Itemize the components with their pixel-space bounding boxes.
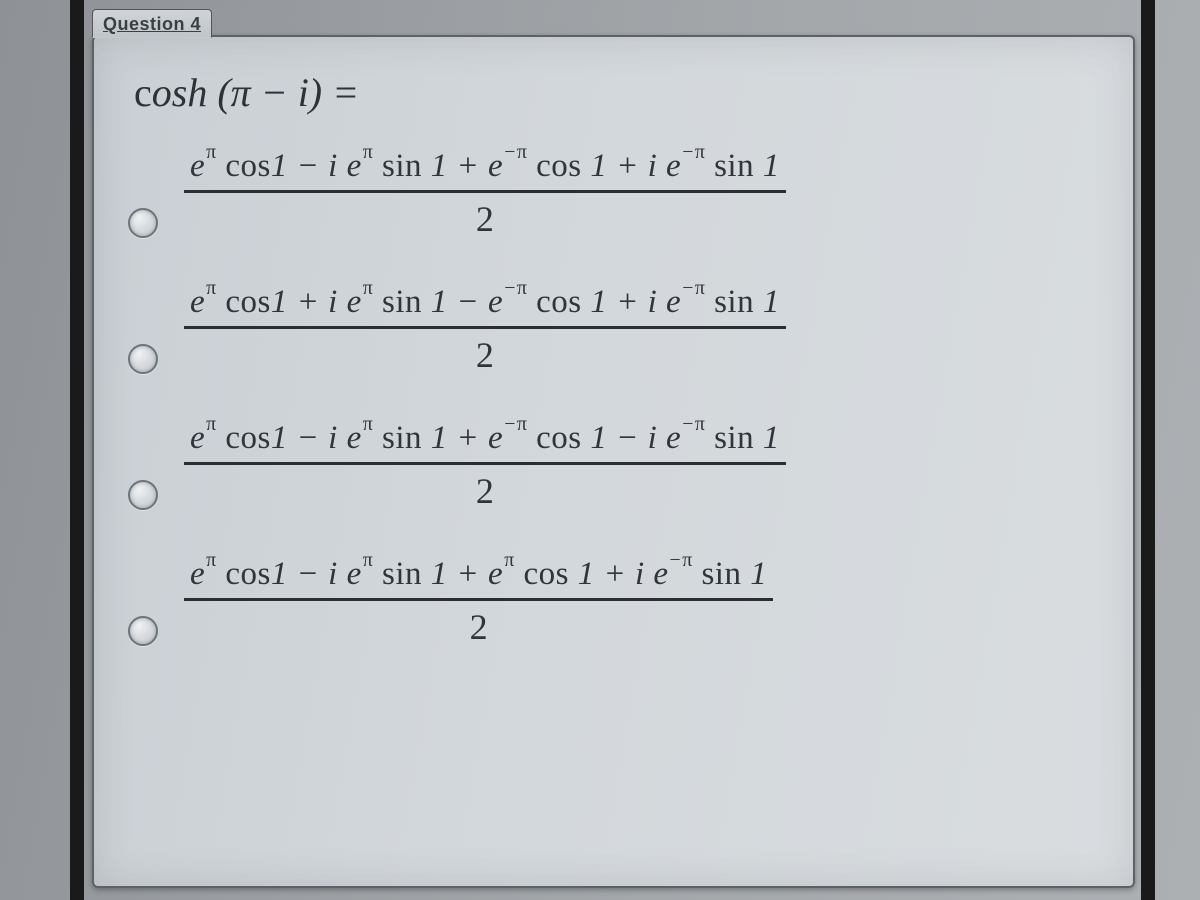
option-1-fraction: eπ cos1 − i eπ sin 1 + e−π cos 1 + i e−π… — [184, 143, 786, 238]
option-4-fraction: eπ cos1 − i eπ sin 1 + eπ cos 1 + i e−π … — [184, 551, 773, 646]
option-3-numerator: eπ cos1 − i eπ sin 1 + e−π cos 1 − i e−π… — [184, 415, 786, 463]
radio-icon[interactable] — [128, 616, 158, 646]
question-content: cosh (π − i) = eπ cos1 − i eπ sin 1 + e−… — [94, 37, 1133, 656]
option-2[interactable]: eπ cos1 + i eπ sin 1 − e−π cos 1 + i e−π… — [128, 278, 1103, 374]
option-4-numerator: eπ cos1 − i eπ sin 1 + eπ cos 1 + i e−π … — [184, 551, 773, 599]
option-3-denominator: 2 — [184, 462, 786, 509]
option-2-fraction: eπ cos1 + i eπ sin 1 − e−π cos 1 + i e−π… — [184, 279, 786, 374]
option-4[interactable]: eπ cos1 − i eπ sin 1 + eπ cos 1 + i e−π … — [128, 550, 1103, 646]
radio-icon[interactable] — [128, 480, 158, 510]
radio-icon[interactable] — [128, 208, 158, 238]
option-4-denominator: 2 — [184, 598, 773, 645]
option-3[interactable]: eπ cos1 − i eπ sin 1 + e−π cos 1 − i e−π… — [128, 414, 1103, 510]
question-card: Question 4 cosh (π − i) = eπ cos1 − i eπ… — [92, 35, 1135, 888]
answer-options: eπ cos1 − i eπ sin 1 + e−π cos 1 + i e−π… — [128, 142, 1103, 646]
question-number-tag: Question 4 — [92, 9, 212, 38]
option-1-denominator: 2 — [184, 190, 786, 237]
option-1[interactable]: eπ cos1 − i eπ sin 1 + e−π cos 1 + i e−π… — [128, 142, 1103, 238]
option-2-numerator: eπ cos1 + i eπ sin 1 − e−π cos 1 + i e−π… — [184, 279, 786, 327]
question-prompt: cosh (π − i) = — [134, 69, 1103, 116]
radio-icon[interactable] — [128, 344, 158, 374]
option-3-fraction: eπ cos1 − i eπ sin 1 + e−π cos 1 − i e−π… — [184, 415, 786, 510]
option-2-denominator: 2 — [184, 326, 786, 373]
option-1-numerator: eπ cos1 − i eπ sin 1 + e−π cos 1 + i e−π… — [184, 143, 786, 191]
